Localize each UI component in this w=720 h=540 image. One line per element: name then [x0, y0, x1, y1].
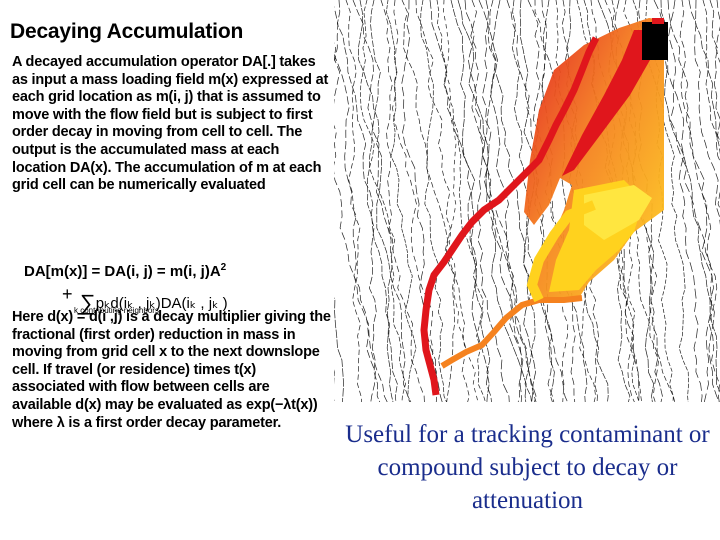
contour-line — [695, 0, 720, 143]
contour-line — [392, 0, 438, 402]
contour-line — [334, 53, 376, 402]
contour-line — [653, 0, 703, 402]
contour-line — [709, 0, 720, 162]
contour-line — [420, 0, 447, 402]
contour-line — [632, 0, 689, 402]
equation-line-2: ∑pₖd(iₖ , jₖ)DA(iₖ , jₖ ) — [80, 290, 228, 315]
contour-line — [464, 0, 510, 402]
decay-accumulation-map — [334, 0, 720, 402]
contour-line — [443, 0, 479, 402]
slide-title: Decaying Accumulation — [10, 20, 244, 43]
contour-line — [679, 0, 720, 402]
red-flow-path — [420, 36, 600, 396]
equation-plus: + — [62, 284, 73, 304]
contour-line — [478, 0, 524, 402]
contour-line — [415, 0, 470, 402]
top-black-cells — [642, 18, 668, 60]
contour-line — [334, 5, 388, 402]
sigma-symbol: ∑ — [80, 290, 96, 315]
contour-line — [688, 0, 720, 226]
contour-line — [541, 0, 576, 402]
contour-line — [702, 0, 720, 210]
caption-text: Useful for a tracking contaminant or com… — [345, 421, 710, 514]
contour-line — [334, 297, 344, 402]
accumulation-equation: DA[m(x)] = DA(i, j) = m(i, j)A2 + ∑pₖd(i… — [24, 262, 334, 315]
contour-line — [436, 0, 486, 402]
contour-line — [485, 0, 536, 402]
yellow-branch — [526, 200, 596, 303]
contour-line — [358, 0, 394, 402]
orange-flow-path — [440, 295, 583, 369]
sum-subscript: k contributing neighbors — [74, 306, 159, 315]
contour-line — [352, 0, 410, 402]
contour-line — [660, 0, 720, 393]
intro-paragraph: A decayed accumulation operator DA[.] ta… — [12, 54, 329, 194]
contour-line — [667, 0, 713, 402]
contour-line — [401, 0, 443, 402]
contour-line — [669, 0, 720, 402]
contour-line — [345, 0, 363, 402]
contour-line — [366, 0, 398, 402]
equation-line-1: DA[m(x)] = DA(i, j) = m(i, j)A2 — [24, 262, 227, 280]
contour-line — [360, 0, 406, 402]
contour-line — [542, 0, 588, 402]
contour-line — [490, 0, 537, 402]
contour-line — [401, 0, 455, 402]
contour-line — [380, 0, 425, 402]
contour-line — [511, 0, 536, 402]
decay-paragraph: Here d(x) = d(i ,j) is a decay multiplie… — [12, 309, 331, 431]
contour-line — [336, 0, 381, 402]
